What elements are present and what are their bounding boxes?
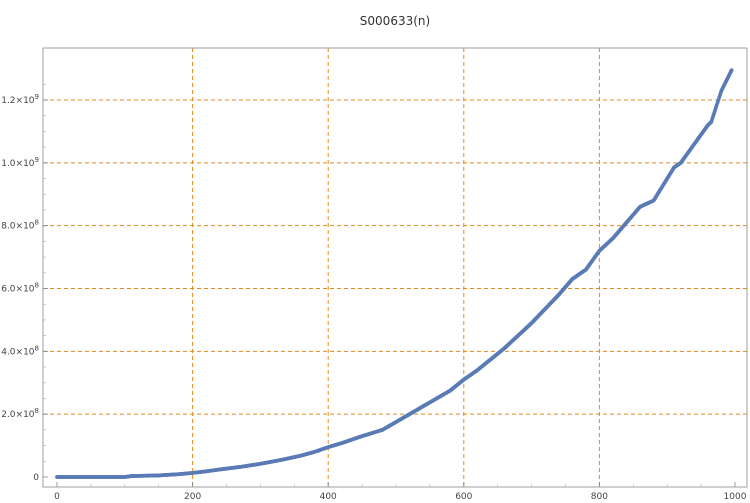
chart-title: S000633(n): [359, 14, 431, 28]
x-tick-labels: 0 200 400 600 800 1000: [54, 492, 747, 502]
y-tick-label: 1.2×109: [1, 93, 39, 106]
data-points: [55, 68, 734, 479]
y-tick-label: 4.0×108: [1, 344, 39, 357]
plot-frame: [42, 47, 748, 488]
y-tick-label: 6.0×108: [1, 282, 39, 295]
y-tick-label: 1.0×109: [1, 156, 39, 169]
data-point: [729, 68, 734, 73]
x-tick-label: 800: [591, 492, 608, 502]
x-tick-label: 1000: [724, 492, 747, 502]
y-tick-label: 2.0×108: [1, 407, 39, 420]
axis-ticks: [43, 83, 736, 487]
y-tick-label: 0: [33, 473, 39, 483]
x-tick-label: 600: [455, 492, 472, 502]
x-tick-label: 200: [184, 492, 201, 502]
grid-layer: [43, 48, 747, 487]
x-tick-label: 0: [54, 492, 60, 502]
y-tick-label: 8.0×108: [1, 219, 39, 232]
y-tick-labels: 0 2.0×108 4.0×108 6.0×108 8.0×108 1.0×109 1.2×…: [1, 93, 39, 483]
x-tick-label: 400: [320, 492, 337, 502]
